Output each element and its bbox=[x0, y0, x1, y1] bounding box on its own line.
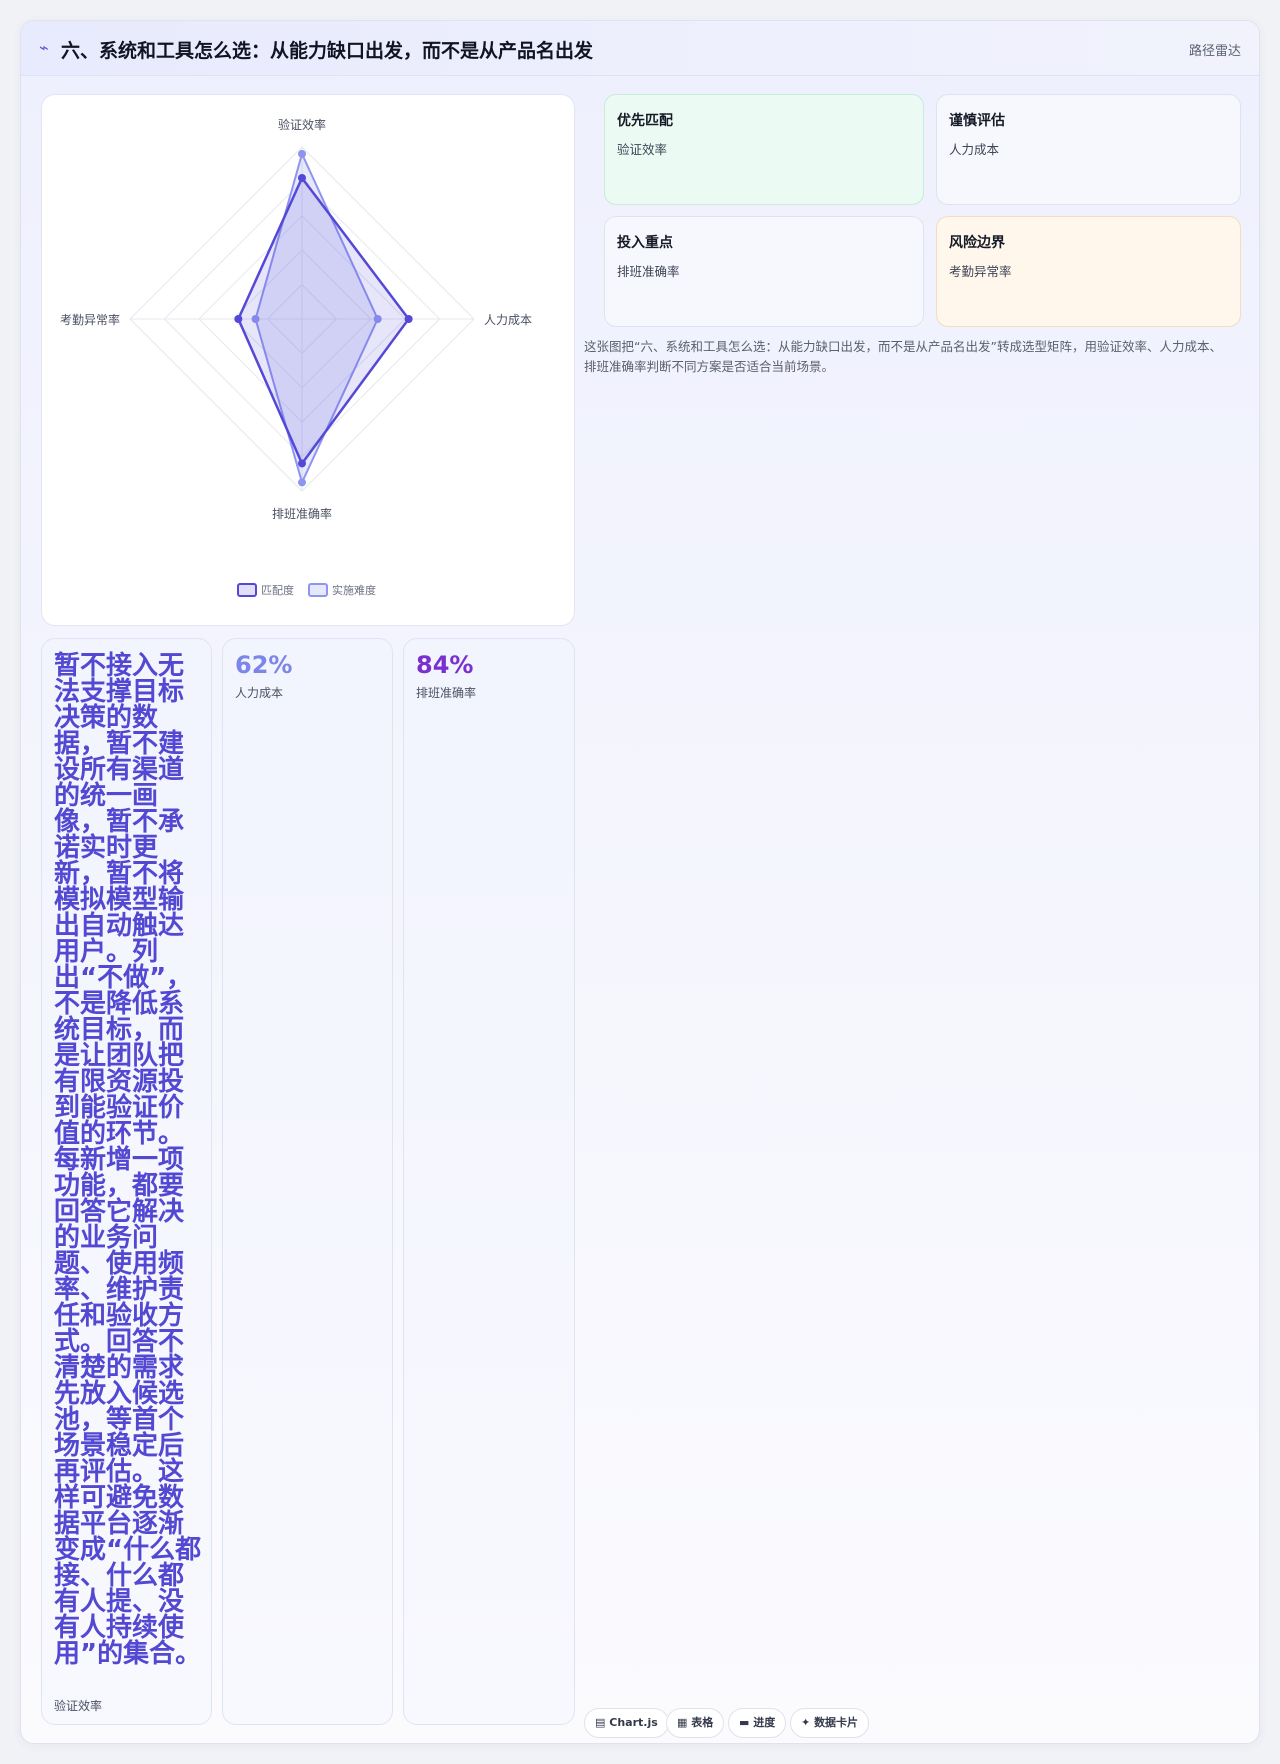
metric-value: 84% bbox=[416, 651, 474, 679]
axis-label: 验证效率 bbox=[278, 117, 326, 132]
tile-subtitle: 考勤异常率 bbox=[949, 264, 1012, 279]
chart-description: 这张图把“六、系统和工具怎么选：从能力缺口出发，而不是从产品名出发”转成选型矩阵… bbox=[584, 339, 1222, 374]
tile-subtitle: 人力成本 bbox=[949, 142, 1000, 157]
radar-chart-card: 验证效率人力成本排班准确率 考勤异常率匹配度 实施难度 bbox=[41, 94, 575, 626]
section-header: ⌁ 六、系统和工具怎么选：从能力缺口出发，而不是从产品名出发 路径雷达 bbox=[21, 21, 1259, 76]
header-tag: 路径雷达 bbox=[1188, 44, 1241, 59]
metric-label: 排班准确率 bbox=[416, 686, 477, 700]
metric-card: 84% 排班准确率 bbox=[403, 638, 575, 1725]
tile-risk-boundary[interactable]: 风险边界 考勤异常率 bbox=[936, 216, 1241, 327]
tile-careful-eval[interactable]: 谨慎评估 人力成本 bbox=[936, 94, 1241, 205]
note-label: 验证效率 bbox=[54, 1699, 103, 1713]
series-area bbox=[237, 176, 410, 465]
section-title: 六、系统和工具怎么选：从能力缺口出发，而不是从产品名出发 bbox=[61, 40, 594, 62]
tile-title: 优先匹配 bbox=[617, 113, 673, 129]
progress-icon: ▬ bbox=[739, 1716, 750, 1729]
data-point bbox=[298, 478, 306, 487]
tile-priority-match[interactable]: 优先匹配 验证效率 bbox=[604, 94, 924, 205]
data-point bbox=[298, 459, 306, 468]
tile-subtitle: 排班准确率 bbox=[617, 264, 680, 279]
axis-label: 考勤异常率 bbox=[60, 312, 120, 327]
chip-data-card[interactable]: ✦ 数据卡片 bbox=[790, 1708, 870, 1738]
chart-icon: ▤ bbox=[595, 1716, 606, 1729]
tile-investment-focus[interactable]: 投入重点 排班准确率 bbox=[604, 216, 924, 327]
metric-value: 62% bbox=[235, 651, 293, 679]
note-card: 暂不接入无法支撑目标决策的数据，暂不建设所有渠道的统一画像，暂不承诺实时更新，暂… bbox=[41, 638, 212, 1725]
axis-label: 排班准确率 bbox=[272, 506, 332, 521]
data-point bbox=[251, 315, 260, 323]
axis-label: 人力成本 bbox=[484, 313, 532, 327]
page: ⌁ 六、系统和工具怎么选：从能力缺口出发，而不是从产品名出发 路径雷达 验证效率… bbox=[20, 20, 1260, 1744]
chip-label: Chart.js bbox=[609, 1716, 658, 1729]
data-point bbox=[298, 173, 306, 182]
chip-progress[interactable]: ▬ 进度 bbox=[728, 1708, 787, 1738]
tile-title: 谨慎评估 bbox=[949, 113, 1005, 129]
chip-label: 表格 bbox=[691, 1716, 714, 1729]
data-point bbox=[404, 315, 413, 323]
legend-label: 匹配度 bbox=[261, 583, 294, 597]
legend-label: 实施难度 bbox=[332, 583, 376, 597]
data-point bbox=[298, 149, 306, 158]
data-point bbox=[373, 315, 382, 323]
note-text: 暂不接入无法支撑目标决策的数据，暂不建设所有渠道的统一画像，暂不承诺实时更新，暂… bbox=[54, 651, 202, 1669]
metric-label: 人力成本 bbox=[235, 686, 284, 700]
sparkle-icon: ✦ bbox=[801, 1716, 811, 1729]
chip-label: 数据卡片 bbox=[814, 1716, 859, 1729]
tile-title: 风险边界 bbox=[949, 235, 1005, 251]
legend-swatch bbox=[308, 583, 328, 597]
chip-label: 进度 bbox=[753, 1716, 776, 1729]
table-icon: ▦ bbox=[677, 1716, 688, 1729]
tile-subtitle: 验证效率 bbox=[617, 142, 668, 157]
chip-chartjs[interactable]: ▤ Chart.js bbox=[584, 1708, 669, 1738]
data-point bbox=[234, 315, 243, 323]
metric-card: 62% 人力成本 bbox=[222, 638, 393, 1725]
wave-icon: ⌁ bbox=[39, 38, 49, 57]
tile-title: 投入重点 bbox=[617, 235, 673, 251]
chip-table[interactable]: ▦ 表格 bbox=[666, 1708, 725, 1738]
legend-swatch bbox=[237, 583, 257, 597]
